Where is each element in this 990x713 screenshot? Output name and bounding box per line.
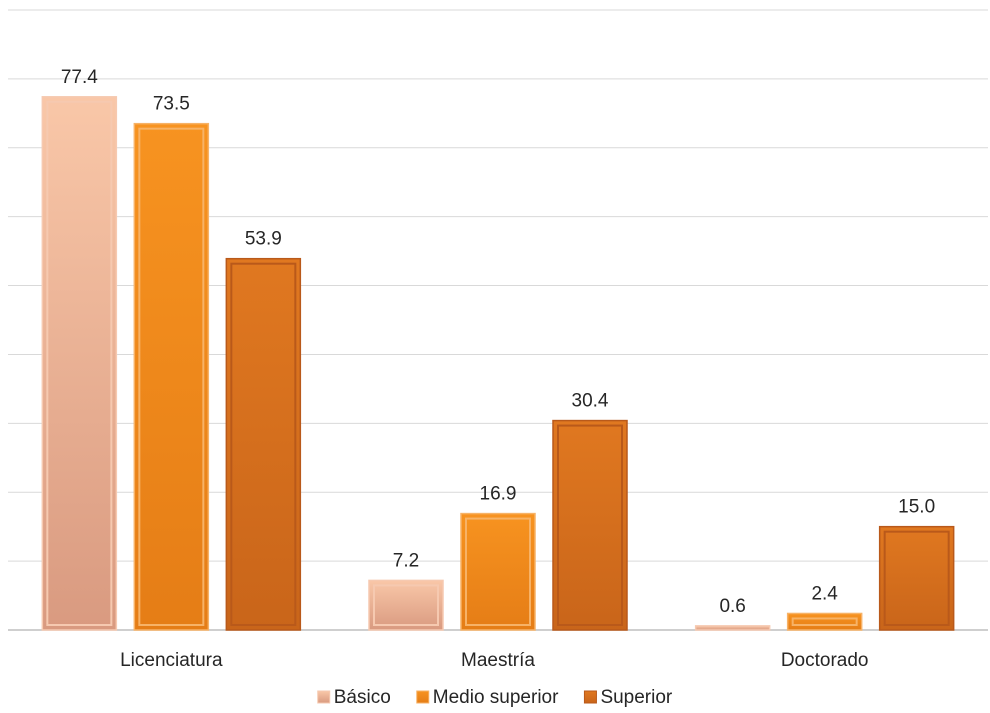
bar-licenciatura-1 bbox=[133, 122, 210, 631]
category-label: Maestría bbox=[461, 650, 535, 671]
bar-doctorado-1 bbox=[786, 612, 863, 631]
legend-swatch bbox=[317, 690, 331, 704]
bar-bevel bbox=[373, 584, 439, 627]
data-label: 0.6 bbox=[719, 596, 745, 617]
bar-bevel bbox=[883, 530, 950, 627]
bar-doctorado-2 bbox=[878, 525, 955, 631]
bar-maestría-2 bbox=[552, 419, 628, 631]
data-label: 73.5 bbox=[153, 94, 190, 115]
category-labels: Licenciatura Maestría Doctorado bbox=[120, 650, 868, 671]
data-label: 15.0 bbox=[898, 497, 935, 518]
legend-swatch bbox=[416, 690, 430, 704]
legend-label: Básico bbox=[334, 687, 391, 708]
bar-maestría-1 bbox=[460, 512, 536, 631]
bar-doctorado-0 bbox=[694, 625, 771, 631]
data-label: 2.4 bbox=[811, 583, 838, 604]
bars bbox=[41, 96, 955, 631]
bar-bevel bbox=[46, 100, 113, 627]
bar-licenciatura-2 bbox=[225, 257, 302, 631]
bar-bevel bbox=[138, 127, 205, 627]
data-label: 7.2 bbox=[393, 550, 419, 571]
bar-bevel bbox=[557, 424, 623, 627]
data-label: 77.4 bbox=[61, 67, 98, 88]
data-label: 53.9 bbox=[245, 229, 282, 250]
legend-label: Medio superior bbox=[433, 687, 559, 708]
legend: Básico Medio superior Superior bbox=[317, 687, 673, 708]
data-label: 16.9 bbox=[480, 484, 517, 505]
legend-swatch bbox=[583, 690, 597, 704]
data-label: 30.4 bbox=[572, 391, 609, 412]
bar-licenciatura-0 bbox=[41, 96, 118, 631]
category-label: Licenciatura bbox=[120, 650, 223, 671]
category-label: Doctorado bbox=[781, 650, 869, 671]
data-labels: 77.4 73.5 53.9 7.2 16.9 30.4 0.6 2.4 15.0 bbox=[61, 67, 935, 617]
bar-bevel bbox=[791, 617, 858, 627]
bar-bevel bbox=[230, 262, 297, 626]
bar-bevel bbox=[465, 517, 531, 626]
legend-label: Superior bbox=[600, 687, 672, 708]
bar-maestría-0 bbox=[368, 579, 444, 631]
